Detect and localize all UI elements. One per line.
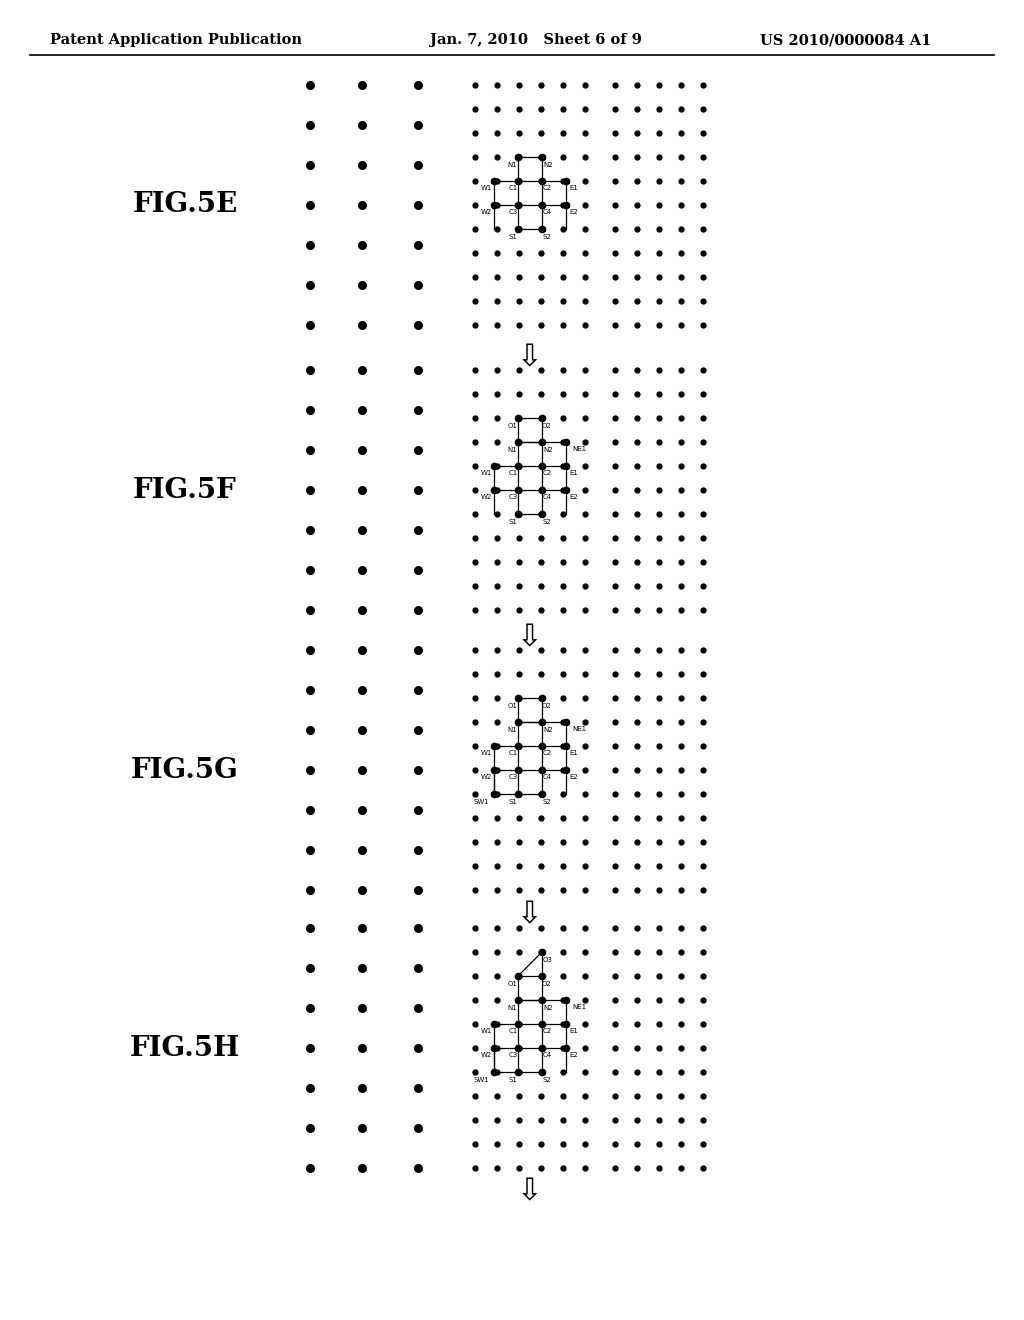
Text: E1: E1 bbox=[569, 750, 579, 756]
Text: O2: O2 bbox=[542, 704, 552, 709]
Text: Jan. 7, 2010   Sheet 6 of 9: Jan. 7, 2010 Sheet 6 of 9 bbox=[430, 33, 642, 48]
Text: ⇩: ⇩ bbox=[517, 343, 543, 372]
Text: S2: S2 bbox=[543, 1077, 551, 1082]
Text: W1: W1 bbox=[480, 185, 492, 191]
Text: C1: C1 bbox=[508, 750, 517, 756]
Text: C1: C1 bbox=[508, 185, 517, 191]
Text: W2: W2 bbox=[480, 1052, 492, 1059]
Text: C2: C2 bbox=[543, 185, 552, 191]
Text: Patent Application Publication: Patent Application Publication bbox=[50, 33, 302, 48]
Text: ⇩: ⇩ bbox=[517, 900, 543, 929]
Text: SW1: SW1 bbox=[473, 799, 488, 805]
Text: E1: E1 bbox=[569, 185, 579, 191]
Text: W1: W1 bbox=[480, 1028, 492, 1034]
Text: C2: C2 bbox=[543, 750, 552, 756]
Text: C1: C1 bbox=[508, 470, 517, 477]
Text: S2: S2 bbox=[543, 519, 551, 525]
Text: NE1: NE1 bbox=[572, 1005, 586, 1010]
Text: C3: C3 bbox=[508, 774, 517, 780]
Text: O1: O1 bbox=[508, 981, 518, 987]
Text: O1: O1 bbox=[508, 422, 518, 429]
Text: ⇩: ⇩ bbox=[517, 1177, 543, 1206]
Text: W2: W2 bbox=[480, 494, 492, 500]
Text: NE1: NE1 bbox=[572, 726, 586, 733]
Text: FIG.5H: FIG.5H bbox=[130, 1035, 240, 1061]
Text: C2: C2 bbox=[543, 1028, 552, 1034]
Text: S1: S1 bbox=[509, 234, 517, 240]
Text: E2: E2 bbox=[569, 209, 579, 215]
Text: O3: O3 bbox=[543, 957, 553, 964]
Text: S1: S1 bbox=[509, 1077, 517, 1082]
Text: N2: N2 bbox=[543, 162, 553, 168]
Text: C3: C3 bbox=[508, 494, 517, 500]
Text: C1: C1 bbox=[508, 1028, 517, 1034]
Text: ⇩: ⇩ bbox=[517, 623, 543, 652]
Text: O1: O1 bbox=[508, 704, 518, 709]
Text: C4: C4 bbox=[543, 209, 552, 215]
Text: N2: N2 bbox=[543, 1005, 553, 1011]
Text: N1: N1 bbox=[507, 162, 517, 168]
Text: S2: S2 bbox=[543, 799, 551, 805]
Text: C4: C4 bbox=[543, 494, 552, 500]
Text: S1: S1 bbox=[509, 799, 517, 805]
Text: O2: O2 bbox=[542, 422, 552, 429]
Text: S2: S2 bbox=[543, 234, 551, 240]
Text: C2: C2 bbox=[543, 470, 552, 477]
Text: N2: N2 bbox=[543, 447, 553, 453]
Text: E2: E2 bbox=[569, 774, 579, 780]
Text: SW1: SW1 bbox=[473, 1077, 488, 1082]
Text: C3: C3 bbox=[508, 209, 517, 215]
Text: N1: N1 bbox=[507, 727, 517, 733]
Text: C4: C4 bbox=[543, 1052, 552, 1059]
Text: US 2010/0000084 A1: US 2010/0000084 A1 bbox=[760, 33, 932, 48]
Text: O2: O2 bbox=[542, 981, 552, 987]
Text: W2: W2 bbox=[480, 209, 492, 215]
Text: C4: C4 bbox=[543, 774, 552, 780]
Text: W1: W1 bbox=[480, 750, 492, 756]
Text: E1: E1 bbox=[569, 1028, 579, 1034]
Text: W2: W2 bbox=[480, 774, 492, 780]
Text: FIG.5F: FIG.5F bbox=[133, 477, 237, 503]
Text: C3: C3 bbox=[508, 1052, 517, 1059]
Text: N2: N2 bbox=[543, 727, 553, 733]
Text: N1: N1 bbox=[507, 447, 517, 453]
Text: NE1: NE1 bbox=[572, 446, 586, 451]
Text: E2: E2 bbox=[569, 1052, 579, 1059]
Text: W1: W1 bbox=[480, 470, 492, 477]
Text: E2: E2 bbox=[569, 494, 579, 500]
Text: S1: S1 bbox=[509, 519, 517, 525]
Text: E1: E1 bbox=[569, 470, 579, 477]
Text: FIG.5E: FIG.5E bbox=[132, 191, 238, 219]
Text: FIG.5G: FIG.5G bbox=[131, 756, 239, 784]
Text: N1: N1 bbox=[507, 1005, 517, 1011]
